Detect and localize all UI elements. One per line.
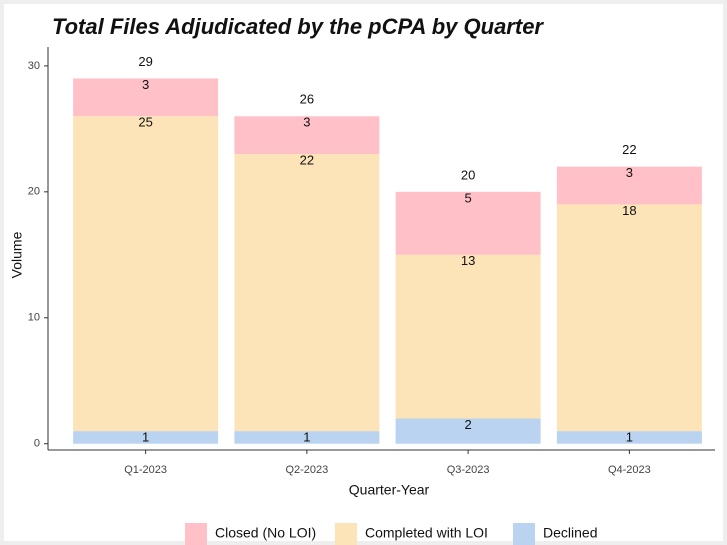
bar-segment xyxy=(556,204,702,432)
x-axis-label: Quarter-Year xyxy=(349,482,430,498)
x-tick-label: Q3-2023 xyxy=(447,464,490,476)
data-label: 18 xyxy=(622,203,636,218)
bar-segment xyxy=(556,166,702,205)
total-label: 29 xyxy=(138,54,152,69)
data-label: 22 xyxy=(300,152,314,167)
legend-swatch xyxy=(185,523,207,545)
data-label: 3 xyxy=(303,115,310,130)
x-tick-label: Q4-2023 xyxy=(608,464,651,476)
y-tick-label: 20 xyxy=(28,186,40,198)
bar-segment xyxy=(395,191,541,255)
y-tick-label: 0 xyxy=(34,438,40,450)
bar-segment xyxy=(395,418,541,444)
bar-segment xyxy=(556,431,702,444)
data-label: 1 xyxy=(303,430,310,445)
x-tick-label: Q1-2023 xyxy=(124,464,167,476)
y-tick-label: 30 xyxy=(28,60,40,72)
total-label: 22 xyxy=(622,142,636,157)
legend-swatch xyxy=(513,523,535,545)
data-label: 2 xyxy=(465,417,472,432)
total-label: 20 xyxy=(461,167,475,182)
data-label: 1 xyxy=(142,430,149,445)
bar-segment xyxy=(73,431,219,444)
y-axis-label: Volume xyxy=(9,231,25,278)
legend-label: Completed with LOI xyxy=(365,525,488,541)
bar-segment xyxy=(395,254,541,419)
y-tick-label: 10 xyxy=(28,312,40,324)
legend-swatch xyxy=(335,523,357,545)
x-tick-label: Q2-2023 xyxy=(285,464,328,476)
legend-label: Closed (No LOI) xyxy=(215,525,316,541)
data-label: 3 xyxy=(626,165,633,180)
bar-segment xyxy=(234,154,380,432)
data-label: 13 xyxy=(461,253,475,268)
data-label: 5 xyxy=(465,190,472,205)
bar-segment xyxy=(73,116,219,432)
data-label: 3 xyxy=(142,77,149,92)
data-label: 1 xyxy=(626,430,633,445)
bar-segment xyxy=(73,78,219,117)
total-label: 26 xyxy=(300,92,314,107)
bar-segment xyxy=(234,116,380,155)
bar-segment xyxy=(234,431,380,444)
legend-label: Declined xyxy=(543,525,597,541)
data-label: 25 xyxy=(138,115,152,130)
chart-title: Total Files Adjudicated by the pCPA by Q… xyxy=(52,14,544,39)
